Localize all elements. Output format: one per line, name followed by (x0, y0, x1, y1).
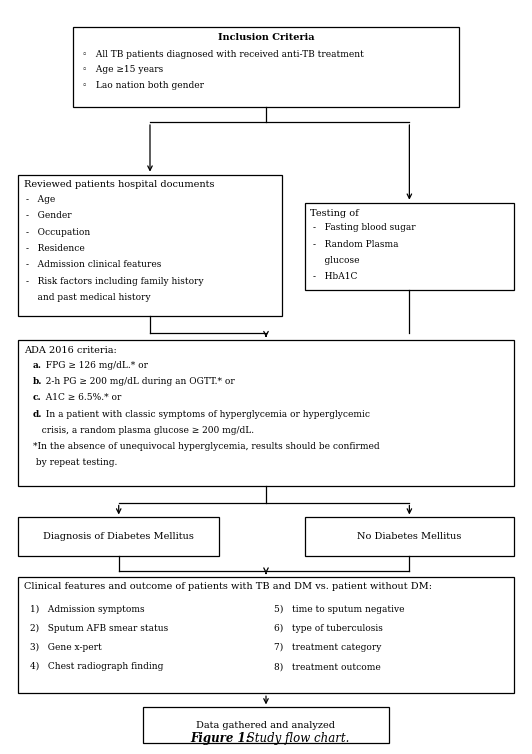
Text: c.: c. (33, 394, 41, 402)
Text: -   Fasting blood sugar: - Fasting blood sugar (313, 223, 415, 232)
Text: Reviewed patients hospital documents: Reviewed patients hospital documents (23, 180, 214, 189)
Text: -   Age: - Age (26, 195, 55, 204)
Text: 5)   time to sputum negative: 5) time to sputum negative (274, 605, 404, 614)
Text: Figure 1:: Figure 1: (190, 732, 251, 745)
Bar (18, 174, 281, 317)
Text: ADA 2016 criteria:: ADA 2016 criteria: (23, 346, 117, 355)
Text: 1)   Admission symptoms: 1) Admission symptoms (30, 605, 145, 614)
Text: -   Risk factors including family history: - Risk factors including family history (26, 277, 204, 286)
Text: b.: b. (33, 377, 43, 386)
Text: 7)   treatment category: 7) treatment category (274, 643, 381, 652)
Text: -   Gender: - Gender (26, 211, 72, 220)
Text: by repeat testing.: by repeat testing. (33, 458, 118, 467)
Text: Testing of: Testing of (310, 209, 359, 217)
Text: Data gathered and analyzed: Data gathered and analyzed (196, 721, 336, 730)
Text: ◦   All TB patients diagnosed with received anti-TB treatment: ◦ All TB patients diagnosed with receive… (82, 50, 364, 59)
Text: -   HbA1C: - HbA1C (313, 272, 358, 281)
Text: -   Occupation: - Occupation (26, 228, 90, 237)
Bar (18, 577, 513, 693)
Text: 2-h PG ≥ 200 mg/dL during an OGTT.* or: 2-h PG ≥ 200 mg/dL during an OGTT.* or (40, 377, 235, 386)
Text: and past medical history: and past medical history (26, 293, 151, 302)
Text: In a patient with classic symptoms of hyperglycemia or hyperglycemic: In a patient with classic symptoms of hy… (40, 409, 370, 418)
Text: 2)   Sputum AFB smear status: 2) Sputum AFB smear status (30, 624, 168, 633)
Text: Inclusion Criteria: Inclusion Criteria (218, 33, 314, 42)
Bar (305, 517, 513, 556)
Bar (18, 517, 219, 556)
Bar (305, 203, 513, 290)
Text: -   Random Plasma: - Random Plasma (313, 240, 398, 249)
Text: *In the absence of unequivocal hyperglycemia, results should be confirmed: *In the absence of unequivocal hyperglyc… (33, 442, 379, 451)
Text: Diagnosis of Diabetes Mellitus: Diagnosis of Diabetes Mellitus (43, 532, 194, 541)
Text: FPG ≥ 126 mg/dL.* or: FPG ≥ 126 mg/dL.* or (40, 360, 148, 369)
Text: d.: d. (33, 409, 43, 418)
Text: ◦   Age ≥15 years: ◦ Age ≥15 years (82, 66, 164, 75)
Bar (18, 340, 513, 486)
Text: 3)   Gene x-pert: 3) Gene x-pert (30, 643, 102, 652)
Text: 6)   type of tuberculosis: 6) type of tuberculosis (274, 624, 383, 633)
Text: crisis, a random plasma glucose ≥ 200 mg/dL.: crisis, a random plasma glucose ≥ 200 mg… (33, 426, 254, 435)
Text: Study flow chart.: Study flow chart. (243, 732, 349, 745)
Text: -   Admission clinical features: - Admission clinical features (26, 260, 162, 269)
Text: A1C ≥ 6.5%.* or: A1C ≥ 6.5%.* or (40, 394, 122, 402)
Bar (73, 27, 459, 107)
Text: glucose: glucose (313, 256, 360, 265)
Text: a.: a. (33, 360, 42, 369)
Bar (144, 707, 388, 743)
Text: 8)   treatment outcome: 8) treatment outcome (274, 662, 380, 671)
Text: ◦   Lao nation both gender: ◦ Lao nation both gender (82, 81, 204, 90)
Text: No Diabetes Mellitus: No Diabetes Mellitus (357, 532, 462, 541)
Text: 4)   Chest radiograph finding: 4) Chest radiograph finding (30, 662, 163, 671)
Text: -   Residence: - Residence (26, 244, 85, 253)
Text: Clinical features and outcome of patients with TB and DM vs. patient without DM:: Clinical features and outcome of patient… (23, 582, 431, 591)
